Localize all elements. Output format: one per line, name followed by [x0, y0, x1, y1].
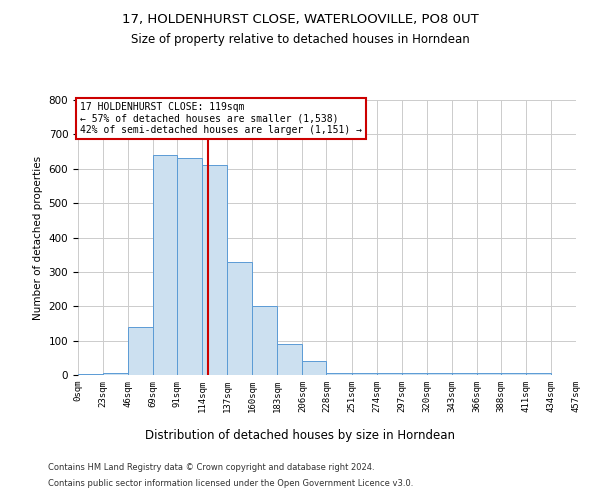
Bar	[153, 155, 177, 375]
Bar	[103, 374, 128, 375]
Text: Contains HM Land Registry data © Crown copyright and database right 2024.: Contains HM Land Registry data © Crown c…	[48, 464, 374, 472]
Bar	[253, 306, 277, 375]
Bar	[177, 158, 202, 375]
Bar	[501, 374, 526, 375]
Bar	[427, 374, 452, 375]
Bar	[477, 374, 501, 375]
Text: Size of property relative to detached houses in Horndean: Size of property relative to detached ho…	[131, 32, 469, 46]
Bar	[227, 262, 253, 375]
Bar	[352, 374, 377, 375]
Y-axis label: Number of detached properties: Number of detached properties	[33, 156, 43, 320]
Text: Distribution of detached houses by size in Horndean: Distribution of detached houses by size …	[145, 428, 455, 442]
Bar	[78, 374, 103, 375]
Text: Contains public sector information licensed under the Open Government Licence v3: Contains public sector information licen…	[48, 478, 413, 488]
Bar	[302, 361, 326, 375]
Bar	[526, 374, 551, 375]
Bar	[452, 374, 477, 375]
Bar	[128, 327, 153, 375]
Bar	[202, 166, 227, 375]
Bar	[277, 344, 302, 375]
Text: 17 HOLDENHURST CLOSE: 119sqm
← 57% of detached houses are smaller (1,538)
42% of: 17 HOLDENHURST CLOSE: 119sqm ← 57% of de…	[80, 102, 362, 135]
Bar	[401, 374, 427, 375]
Bar	[377, 374, 401, 375]
Text: 17, HOLDENHURST CLOSE, WATERLOOVILLE, PO8 0UT: 17, HOLDENHURST CLOSE, WATERLOOVILLE, PO…	[122, 12, 478, 26]
Bar	[326, 374, 352, 375]
